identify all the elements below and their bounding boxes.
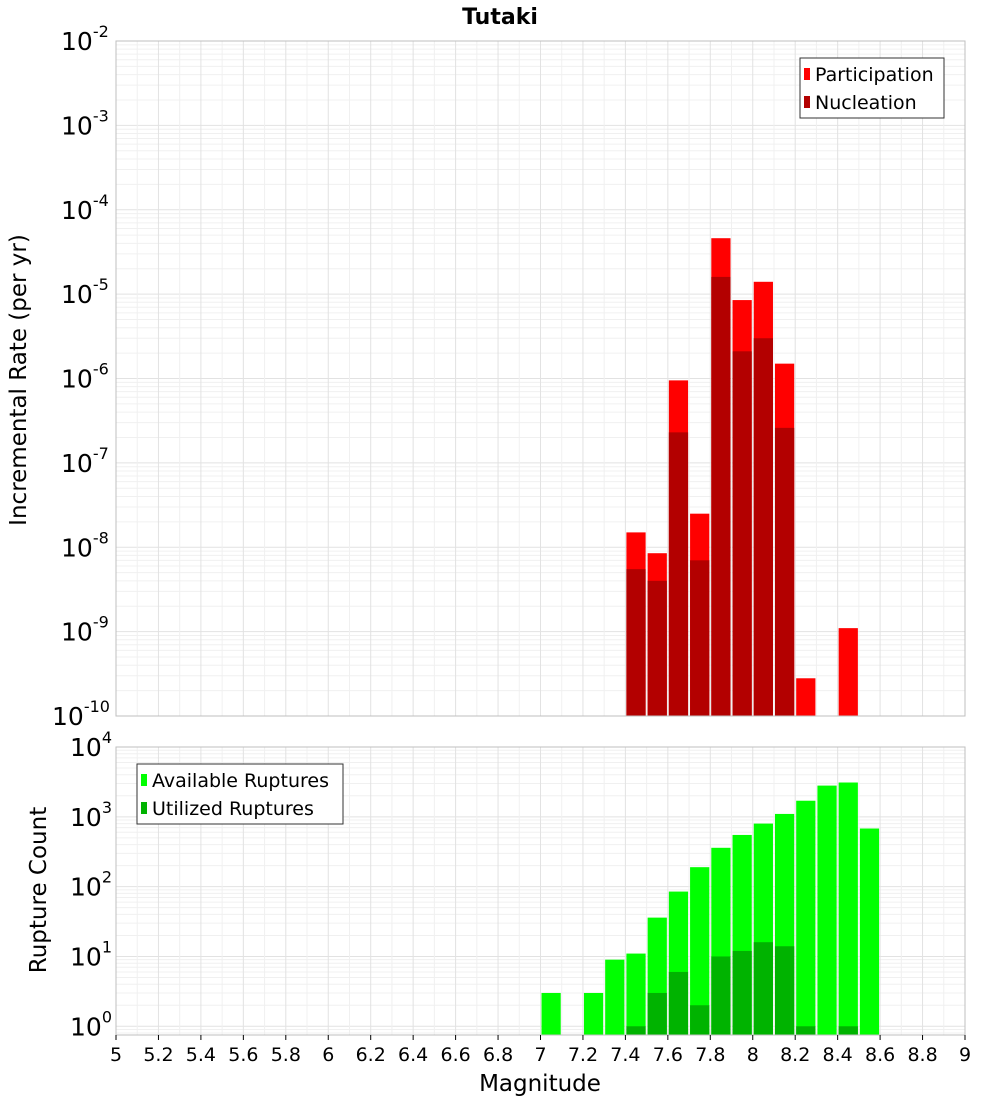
rate-bar-participation [796, 678, 816, 716]
rate-bar-nucleation [753, 338, 773, 716]
rate-legend-swatch [804, 96, 810, 108]
count-legend-entry: Available Ruptures [152, 770, 329, 792]
count-bar-utilized-ruptures [711, 956, 731, 1035]
count-bar-utilized-ruptures [774, 946, 795, 1035]
rate-bar-nucleation [732, 351, 752, 716]
count-bar-available-ruptures [690, 867, 710, 1035]
rate-bar-nucleation [774, 427, 795, 716]
rate-y-tick-label: 10-7 [61, 444, 109, 478]
rate-bar-participation [838, 628, 858, 716]
rate-legend-swatch [804, 68, 810, 80]
rate-bar-nucleation [668, 432, 689, 716]
count-x-tick-label: 8.2 [780, 1044, 810, 1066]
count-bar-available-ruptures [605, 959, 625, 1035]
count-x-tick-label: 6 [322, 1044, 334, 1066]
count-x-tick-label: 7.4 [610, 1044, 640, 1066]
count-y-tick-label: 100 [70, 1007, 112, 1041]
count-bar-utilized-ruptures [690, 1005, 710, 1035]
count-x-tick-label: 8.6 [865, 1044, 895, 1066]
rate-y-tick-label: 10-4 [61, 191, 109, 225]
count-bar-utilized-ruptures [626, 1026, 646, 1035]
count-bar-utilized-ruptures [732, 950, 752, 1035]
count-panel: 100 101 102 103 104 5 5.2 5.4 5.6 5.8 6 6.2 6.4 6.6 6.… [70, 728, 971, 1066]
count-bar-available-ruptures [838, 782, 858, 1035]
count-bar-utilized-ruptures [796, 1026, 816, 1035]
rate-bar-nucleation [647, 580, 667, 716]
count-x-tick-label: 8.8 [907, 1044, 937, 1066]
count-x-tick-label: 8 [747, 1044, 759, 1066]
count-legend-frame [136, 763, 344, 825]
count-bar-utilized-ruptures [647, 992, 667, 1035]
rate-bar-nucleation [711, 276, 731, 716]
count-bar-available-ruptures [626, 953, 646, 1035]
count-x-tick-label: 5.8 [271, 1044, 301, 1066]
rate-panel: 10-10 10-9 10-8 10-7 10-6 10-5 10-4 10-3 10-2 Par… [52, 22, 966, 731]
rate-y-tick-label: 10-2 [61, 22, 109, 56]
rate-y-tick-label: 10-10 [52, 697, 110, 731]
rate-legend-entry: Nucleation [815, 92, 917, 114]
count-x-tick-label: 5.4 [186, 1044, 216, 1066]
count-y-tick-label: 101 [70, 937, 112, 971]
count-bar-available-ruptures [859, 828, 880, 1035]
chart-title: Tutaki [462, 5, 538, 30]
count-x-tick-label: 7.6 [653, 1044, 683, 1066]
count-legend-entry: Utilized Ruptures [152, 798, 314, 820]
count-legend-swatch [141, 774, 147, 786]
count-bar-available-ruptures [541, 992, 561, 1035]
count-x-tick-label: 7.8 [695, 1044, 725, 1066]
rate-plot-frame [115, 40, 966, 717]
count-x-tick-label: 6.6 [440, 1044, 470, 1066]
count-x-tick-label: 6.2 [356, 1044, 386, 1066]
count-legend-swatch [141, 802, 147, 814]
rate-y-tick-label: 10-5 [61, 275, 109, 309]
count-x-tick-label: 6.4 [398, 1044, 428, 1066]
count-y-tick-label: 103 [70, 798, 112, 832]
bottom-y-axis-label: Rupture Count [26, 807, 52, 973]
count-x-tick-label: 9 [959, 1044, 971, 1066]
rate-bar-nucleation [626, 569, 646, 716]
rate-y-tick-label: 10-3 [61, 106, 109, 140]
count-bar-available-ruptures [583, 992, 604, 1035]
count-bar-utilized-ruptures [668, 971, 689, 1035]
count-bar-utilized-ruptures [753, 942, 773, 1035]
rate-y-tick-label: 10-9 [61, 613, 109, 647]
count-x-tick-label: 7.2 [568, 1044, 598, 1066]
count-x-tick-label: 5 [110, 1044, 122, 1066]
count-x-tick-label: 7 [534, 1044, 546, 1066]
rate-legend: Participation Nucleation [799, 57, 945, 119]
count-x-tick-label: 6.8 [483, 1044, 513, 1066]
count-x-tick-label: 5.6 [228, 1044, 258, 1066]
count-legend: Available Ruptures Utilized Ruptures [136, 763, 344, 825]
count-bar-utilized-ruptures [838, 1026, 858, 1035]
count-y-tick-label: 102 [70, 868, 112, 902]
count-x-tick-label: 5.2 [143, 1044, 173, 1066]
count-bar-available-ruptures [796, 800, 816, 1035]
count-x-tick-label: 8.4 [823, 1044, 853, 1066]
rate-y-tick-label: 10-6 [61, 360, 109, 394]
rate-y-tick-label: 10-8 [61, 528, 109, 562]
count-bar-available-ruptures [817, 785, 837, 1035]
rate-legend-frame [799, 57, 945, 119]
rate-legend-entry: Participation [815, 64, 934, 86]
rate-bar-nucleation [690, 560, 710, 716]
x-axis-label: Magnitude [479, 1071, 601, 1097]
count-y-tick-label: 104 [70, 728, 112, 762]
top-y-axis-label: Incremental Rate (per yr) [6, 234, 32, 526]
